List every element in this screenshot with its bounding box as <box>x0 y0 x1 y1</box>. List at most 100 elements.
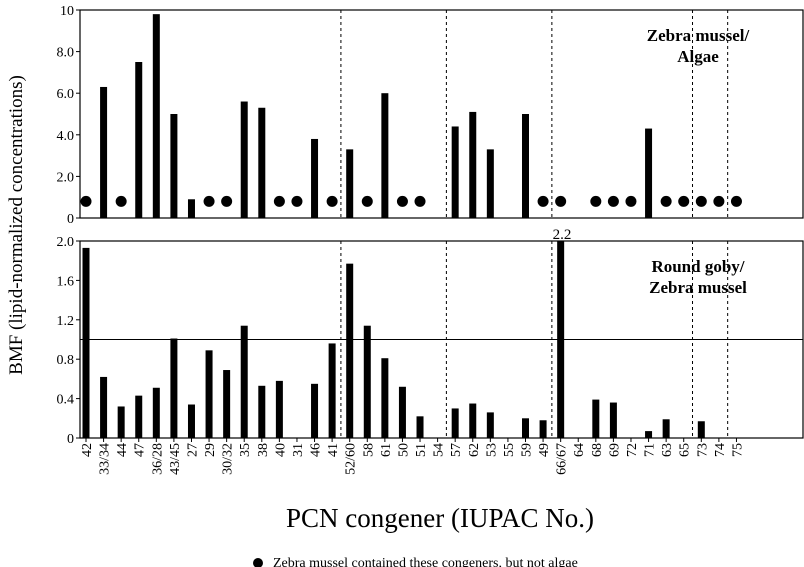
x-tick-label-61: 61 <box>379 443 394 457</box>
marker-dot-51 <box>414 195 426 207</box>
bar-44 <box>117 406 125 438</box>
bar-35 <box>240 325 248 438</box>
x-tick-labels: 42 33/34 44 47 36/28 43/45 27 29 30/32 35 38 40 31 46… <box>80 438 745 475</box>
x-tick-label-52/60: 52/60 <box>344 443 359 475</box>
bar-43/45 <box>170 114 178 218</box>
bar-29 <box>205 350 213 438</box>
x-tick-label-43/45: 43/45 <box>168 443 183 475</box>
y-tick-label: 8.0 <box>57 46 75 61</box>
x-tick-label-65: 65 <box>678 443 693 457</box>
bar-46 <box>311 383 319 438</box>
bar-47 <box>135 395 143 438</box>
marker-dot-29 <box>203 195 215 207</box>
x-tick-label-63: 63 <box>660 443 675 457</box>
x-tick-label-62: 62 <box>467 443 482 457</box>
x-tick-label-36/28: 36/28 <box>150 443 165 475</box>
bar-66/67 <box>557 241 565 438</box>
y-tick-label: 2.0 <box>57 235 75 250</box>
x-tick-label-51: 51 <box>414 443 429 457</box>
bar-43/45 <box>170 338 178 438</box>
marker-dot-72 <box>625 195 637 207</box>
y-axis-label: BMF (lipid-normalized concentrations) <box>6 75 27 375</box>
marker-dot-65 <box>678 195 690 207</box>
y-tick-label: 0 <box>67 212 74 227</box>
x-tick-label-69: 69 <box>607 443 622 457</box>
x-tick-label-74: 74 <box>713 443 728 457</box>
x-tick-label-50: 50 <box>396 443 411 457</box>
x-tick-label-68: 68 <box>590 443 605 457</box>
bottom-panel: 0 0.4 0.8 1.2 1.6 2.0 2.2 Round goby/Zebra muss… <box>57 227 804 447</box>
bar-52/60 <box>346 263 354 438</box>
x-tick-label-33/34: 33/34 <box>98 443 113 475</box>
bar-27 <box>187 404 195 438</box>
x-tick-label-49: 49 <box>537 443 552 457</box>
bar-57 <box>451 408 459 438</box>
x-tick-label-72: 72 <box>625 443 640 457</box>
legend-text: Zebra mussel contained these congeners, … <box>273 556 578 567</box>
x-tick-label-46: 46 <box>309 443 324 457</box>
y-tick-label: 10 <box>60 4 74 19</box>
legend-marker <box>253 558 263 567</box>
x-tick-label-59: 59 <box>520 443 535 457</box>
marker-dot-68 <box>590 195 602 207</box>
bar-71 <box>645 431 653 438</box>
x-tick-label-73: 73 <box>695 443 710 457</box>
bar-33/34 <box>100 376 108 438</box>
panel-title: Zebra mussel/Algae <box>647 26 750 66</box>
bar-62 <box>469 403 477 438</box>
bar-53 <box>486 412 494 438</box>
marker-dot-75 <box>730 195 742 207</box>
panel-title: Round goby/Zebra mussel <box>649 257 747 297</box>
bar-58 <box>363 325 371 438</box>
x-axis-label: PCN congener (IUPAC No.) <box>286 503 594 533</box>
bar-46 <box>311 138 319 218</box>
x-tick-label-31: 31 <box>291 443 306 457</box>
bar-36/28 <box>152 14 160 218</box>
marker-dot-30/32 <box>221 195 233 207</box>
x-tick-label-64: 64 <box>572 443 587 457</box>
y-tick-label: 6.0 <box>57 87 75 102</box>
y-tick-label: 1.6 <box>57 274 75 289</box>
y-tick-label: 1.2 <box>57 314 75 329</box>
bar-33/34 <box>100 86 108 219</box>
bar-59 <box>522 418 529 438</box>
x-tick-label-55: 55 <box>502 443 517 457</box>
x-tick-label-71: 71 <box>643 443 658 457</box>
marker-dot-31 <box>291 195 303 207</box>
marker-dot-42 <box>80 195 92 207</box>
marker-dot-49 <box>537 195 549 207</box>
y-tick-label: 2.0 <box>57 170 75 185</box>
bar-73 <box>697 421 705 438</box>
bar-40 <box>275 380 283 438</box>
marker-dot-41 <box>326 195 338 207</box>
x-tick-label-44: 44 <box>115 443 130 457</box>
x-tick-label-29: 29 <box>203 443 218 457</box>
bar-57 <box>451 126 459 218</box>
marker-dot-74 <box>713 195 725 207</box>
bar-52/60 <box>346 149 354 218</box>
bar-30/32 <box>223 370 231 438</box>
bar-49 <box>539 420 547 438</box>
bar-47 <box>135 62 143 218</box>
marker-dot-63 <box>660 195 672 207</box>
x-tick-label-41: 41 <box>326 443 341 457</box>
bar-53 <box>486 149 494 218</box>
x-tick-label-57: 57 <box>449 443 464 457</box>
bar-42 <box>82 247 90 438</box>
x-tick-label-27: 27 <box>185 443 200 457</box>
bar-51 <box>416 416 424 438</box>
marker-dot-50 <box>396 195 408 207</box>
bar-68 <box>592 399 600 438</box>
x-tick-label-47: 47 <box>133 443 148 457</box>
bar-71 <box>645 128 653 218</box>
marker-dot-40 <box>273 195 285 207</box>
x-tick-label-54: 54 <box>432 443 447 457</box>
plot-frame <box>79 9 804 219</box>
y-tick-label: 0 <box>67 432 74 447</box>
marker-dot-66/67 <box>555 195 567 207</box>
x-tick-label-53: 53 <box>484 443 499 457</box>
y-tick-label: 4.0 <box>57 129 75 144</box>
x-tick-label-66/67: 66/67 <box>555 443 570 475</box>
x-tick-label-35: 35 <box>238 443 253 457</box>
bar-27 <box>187 199 195 218</box>
